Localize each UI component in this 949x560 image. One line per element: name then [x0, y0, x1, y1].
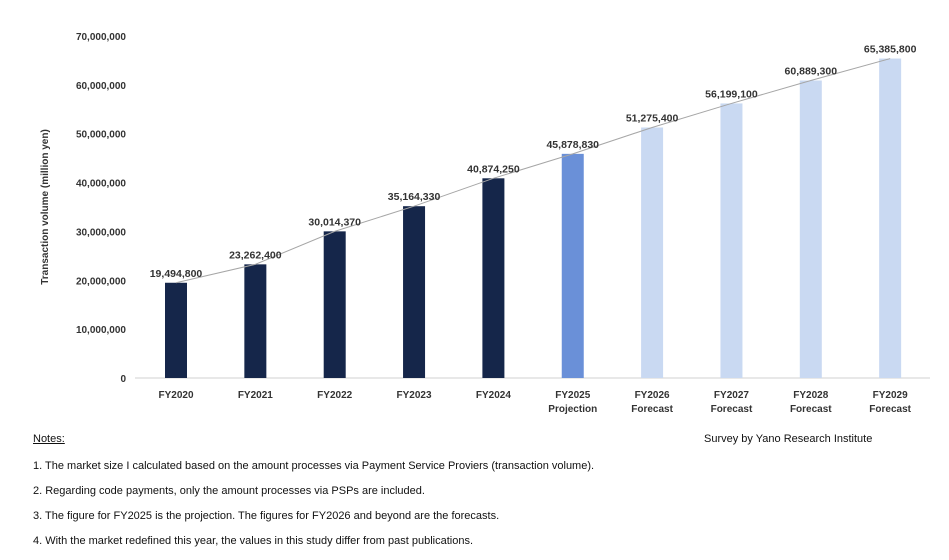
bar-fy2020: [165, 282, 187, 378]
x-tick-label: FY2027: [714, 390, 749, 401]
data-label: 19,494,800: [150, 268, 203, 280]
bar-fy2024: [482, 178, 505, 378]
x-tick-label: FY2029: [873, 390, 908, 401]
y-axis-label: Transaction volume (million yen): [40, 129, 51, 285]
data-label: 60,889,300: [785, 66, 838, 78]
bar-fy2026: [641, 127, 664, 378]
bar-fy2028: [799, 80, 822, 379]
x-tick-label: FY2022: [317, 390, 352, 401]
bar-fy2029: [879, 58, 902, 378]
y-tick-label: 70,000,000: [76, 32, 126, 43]
x-tick-label: FY2026: [635, 390, 670, 401]
x-tick-sublabel: Projection: [548, 404, 597, 415]
bar-fy2022: [323, 231, 346, 378]
data-label: 40,874,250: [467, 163, 520, 175]
x-tick-label: FY2021: [238, 390, 273, 401]
y-tick-label: 30,000,000: [76, 227, 126, 238]
note-item: 2. Regarding code payments, only the amo…: [33, 485, 425, 497]
y-tick-label: 0: [120, 374, 126, 385]
y-tick-label: 10,000,000: [76, 325, 126, 336]
x-tick-label: FY2025: [555, 390, 590, 401]
x-tick-label: FY2028: [793, 390, 828, 401]
note-item: 1. The market size I calculated based on…: [33, 460, 595, 472]
bar-fy2023: [403, 206, 426, 378]
data-label: 23,262,400: [229, 249, 282, 261]
x-tick-sublabel: Forecast: [711, 404, 753, 415]
bar-fy2027: [720, 103, 743, 379]
note-item: 3. The figure for FY2025 is the projecti…: [33, 510, 500, 522]
y-tick-label: 60,000,000: [76, 81, 126, 92]
trend-line: [175, 58, 891, 284]
data-label: 56,199,100: [705, 88, 758, 100]
y-tick-label: 20,000,000: [76, 276, 126, 287]
bar-fy2021: [244, 264, 267, 378]
x-tick-sublabel: Forecast: [790, 404, 832, 415]
data-label: 35,164,330: [388, 191, 441, 203]
x-tick-label: FY2024: [476, 390, 511, 401]
notes-title: Notes:: [33, 433, 65, 445]
note-item: 4. With the market redefined this year, …: [33, 535, 474, 547]
data-label: 65,385,800: [864, 44, 917, 56]
x-tick-label: FY2020: [158, 390, 193, 401]
y-tick-label: 50,000,000: [76, 130, 126, 141]
x-tick-sublabel: Forecast: [631, 404, 673, 415]
source-credit: Survey by Yano Research Institute: [704, 433, 873, 445]
data-label: 45,878,830: [546, 139, 599, 151]
bar-fy2025: [561, 153, 584, 378]
y-tick-label: 40,000,000: [76, 179, 126, 190]
x-tick-sublabel: Forecast: [869, 404, 911, 415]
data-label: 30,014,370: [308, 216, 361, 228]
bar-chart: Transaction volume (million yen) 0 10,000…: [40, 32, 930, 415]
x-tick-label: FY2023: [397, 390, 432, 401]
data-label: 51,275,400: [626, 112, 679, 124]
